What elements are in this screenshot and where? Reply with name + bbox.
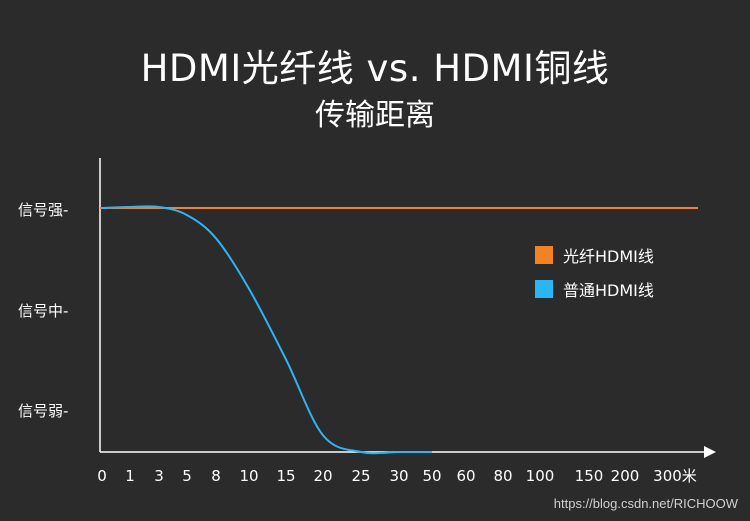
legend-swatch-copper bbox=[535, 280, 553, 298]
chart-axes bbox=[99, 158, 716, 458]
y-tick-strong: 信号强- bbox=[18, 201, 69, 219]
x-tick-label: 10 bbox=[239, 467, 258, 485]
chart-title: HDMI光纤线 vs. HDMI铜线 bbox=[140, 47, 610, 90]
x-tick-label: 200 bbox=[611, 467, 640, 485]
x-tick-label: 60 bbox=[456, 467, 475, 485]
x-tick-labels: 0 1 3 5 8 10 15 20 25 30 50 60 80 100 150 200 300米 bbox=[97, 467, 697, 485]
x-tick-label: 1 bbox=[125, 467, 135, 485]
legend-label-fiber: 光纤HDMI线 bbox=[563, 247, 654, 266]
legend-swatch-fiber bbox=[535, 246, 553, 264]
x-axis-arrow bbox=[704, 446, 716, 458]
watermark: https://blog.csdn.net/RICHOOW bbox=[553, 496, 738, 511]
x-tick-label: 50 bbox=[422, 467, 441, 485]
x-tick-label: 100 bbox=[526, 467, 555, 485]
y-tick-medium: 信号中- bbox=[18, 302, 69, 320]
x-tick-label: 80 bbox=[493, 467, 512, 485]
y-tick-weak: 信号弱- bbox=[18, 402, 69, 420]
x-tick-label: 30 bbox=[389, 467, 408, 485]
x-tick-label: 0 bbox=[97, 467, 107, 485]
x-tick-label: 20 bbox=[313, 467, 332, 485]
series-line-copper bbox=[101, 205, 432, 455]
x-tick-label: 15 bbox=[276, 467, 295, 485]
legend-label-copper: 普通HDMI线 bbox=[563, 281, 654, 300]
x-tick-label: 25 bbox=[351, 467, 370, 485]
chart-subtitle: 传输距离 bbox=[315, 98, 435, 133]
x-tick-label: 150 bbox=[575, 467, 604, 485]
x-tick-label: 300米 bbox=[653, 467, 697, 485]
x-tick-label: 5 bbox=[182, 467, 192, 485]
x-tick-label: 3 bbox=[154, 467, 164, 485]
legend-item-fiber: 光纤HDMI线 bbox=[535, 243, 654, 267]
legend-item-copper: 普通HDMI线 bbox=[535, 277, 654, 301]
x-tick-label: 8 bbox=[211, 467, 221, 485]
chart-lines bbox=[100, 205, 698, 455]
